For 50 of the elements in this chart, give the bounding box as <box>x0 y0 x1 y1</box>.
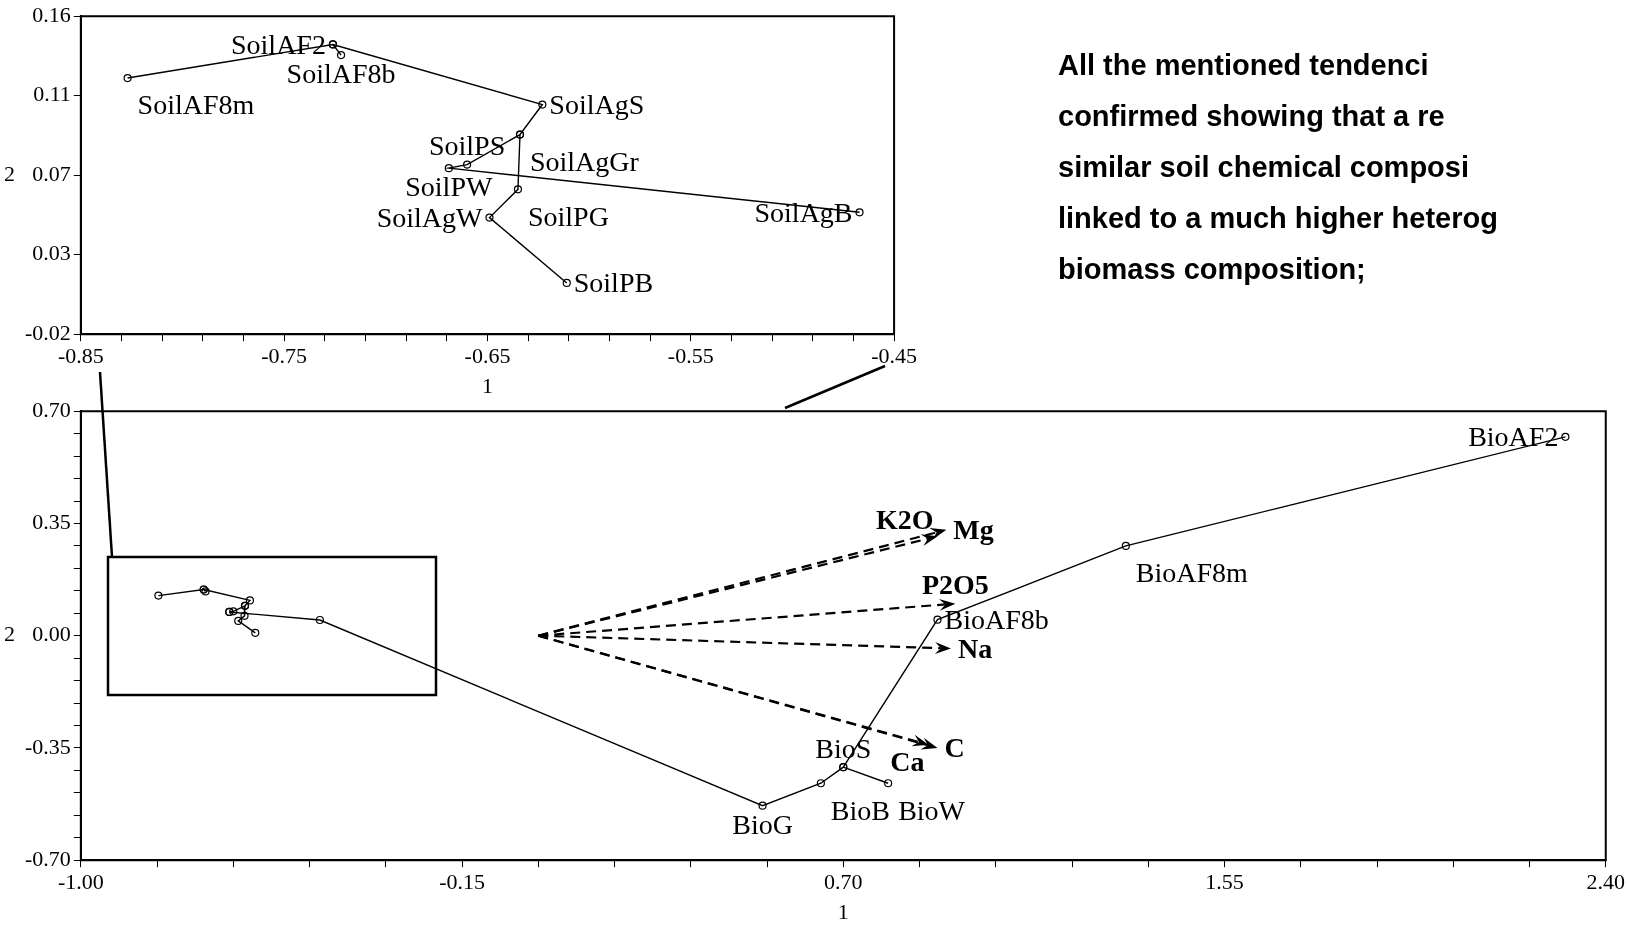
y-tick-label: 0.16 <box>32 1 71 27</box>
annotation: BioB <box>830 794 890 826</box>
x-tick-label: -0.75 <box>261 343 308 369</box>
annotation: BioAF8m <box>1135 557 1249 589</box>
x-axis-title: 1 <box>837 898 849 924</box>
y-tick-label: 0.70 <box>32 396 71 422</box>
annotation: P2O5 <box>921 568 989 600</box>
x-tick-label: -0.45 <box>871 343 917 369</box>
annotation: SoilPG <box>527 200 609 232</box>
text: confirmed showing that a re <box>1058 99 1446 134</box>
annotation: SoilAgW <box>376 201 484 233</box>
text: linked to a much higher heterog <box>1058 201 1498 236</box>
annotation: SoilAF8m <box>137 89 255 121</box>
annotation: K2O <box>875 503 934 535</box>
annotation: SoilPW <box>405 171 493 203</box>
annotation: BioAF2 <box>1468 421 1559 453</box>
text: All the mentioned tendenci <box>1058 48 1430 83</box>
y-tick-label: -0.02 <box>25 319 71 345</box>
x-axis-title: 1 <box>481 372 493 398</box>
annotation: SoilAgS <box>549 88 645 120</box>
annotation: BioG <box>732 809 793 841</box>
x-tick-label: -0.15 <box>439 869 485 895</box>
y-tick-label: -0.70 <box>25 845 71 871</box>
annotation: SoilAF2 <box>231 28 326 60</box>
annotation: SoilPB <box>573 267 654 299</box>
annotation: SoilAF8b <box>286 58 396 90</box>
y-axis-title: 2 <box>4 160 15 186</box>
x-tick-label: 1.55 <box>1205 869 1244 895</box>
x-tick-label: -0.85 <box>57 343 104 369</box>
annotation: BioW <box>898 794 966 826</box>
annotation: SoilAgGr <box>529 145 640 177</box>
annotation: Mg <box>953 514 994 546</box>
y-tick-label: 0.00 <box>32 621 71 647</box>
annotation: C <box>944 732 965 764</box>
y-axis-title: 2 <box>4 621 15 647</box>
y-tick-label: -0.35 <box>25 733 71 759</box>
x-tick-label: -0.65 <box>464 343 511 369</box>
text: similar soil chemical composi <box>1058 150 1470 185</box>
x-tick-label: -0.55 <box>667 343 714 369</box>
y-tick-label: 0.03 <box>32 240 71 266</box>
y-tick-label: 0.11 <box>33 81 71 107</box>
y-tick-label: 0.07 <box>32 160 71 186</box>
annotation: SoilAgB <box>754 196 853 228</box>
x-tick-label: 2.40 <box>1586 869 1625 895</box>
annotation: SoilPS <box>428 129 506 161</box>
y-tick-label: 0.35 <box>32 509 71 535</box>
annotation: Ca <box>890 746 925 777</box>
text: biomass composition; <box>1058 252 1367 287</box>
x-tick-label: 0.70 <box>824 869 863 895</box>
x-tick-label: -1.00 <box>57 869 104 895</box>
